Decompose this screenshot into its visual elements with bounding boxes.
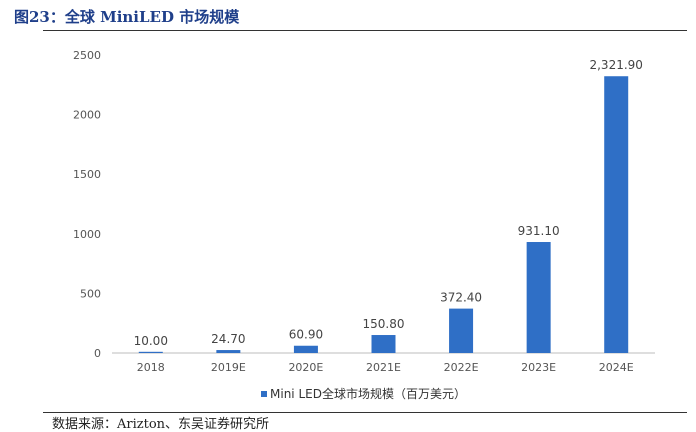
y-tick-label: 2000 (73, 109, 101, 122)
data-label-2023E: 931.10 (518, 224, 560, 238)
source-note: 数据来源：Arizton、东吴证券研究所 (52, 417, 270, 432)
bar-2024E (604, 76, 629, 353)
bar-2020E (293, 345, 318, 353)
y-tick-label: 2500 (73, 49, 101, 62)
x-tick-label-2021E: 2021E (366, 361, 401, 374)
x-tick-label-2022E: 2022E (444, 361, 479, 374)
x-tick-label-2018: 2018 (137, 361, 165, 374)
legend-label: Mini LED全球市场规模（百万美元） (270, 386, 466, 401)
bar-2019E (216, 350, 241, 353)
figure-title: 图23：全球 MiniLED 市场规模 (14, 8, 240, 26)
legend-swatch (261, 391, 267, 397)
data-label-2021E: 150.80 (363, 317, 405, 331)
y-tick-label: 1500 (73, 168, 101, 181)
bar-2021E (371, 335, 396, 353)
x-tick-label-2024E: 2024E (599, 361, 634, 374)
data-label-2020E: 60.90 (289, 328, 323, 342)
x-tick-label-2019E: 2019E (211, 361, 246, 374)
y-tick-label: 500 (80, 287, 101, 300)
data-label-2018: 10.00 (134, 334, 168, 348)
data-label-2022E: 372.40 (440, 291, 482, 305)
x-tick-label-2023E: 2023E (521, 361, 556, 374)
x-tick-label-2020E: 2020E (288, 361, 323, 374)
bar-2022E (449, 308, 474, 353)
data-label-2019E: 24.70 (211, 332, 245, 346)
y-tick-label: 0 (94, 347, 101, 360)
data-label-2024E: 2,321.90 (589, 58, 642, 72)
title-divider (43, 30, 687, 31)
source-divider (43, 412, 687, 413)
bar-2023E (526, 242, 551, 353)
y-tick-label: 1000 (73, 228, 101, 241)
bar-2018 (138, 351, 163, 353)
